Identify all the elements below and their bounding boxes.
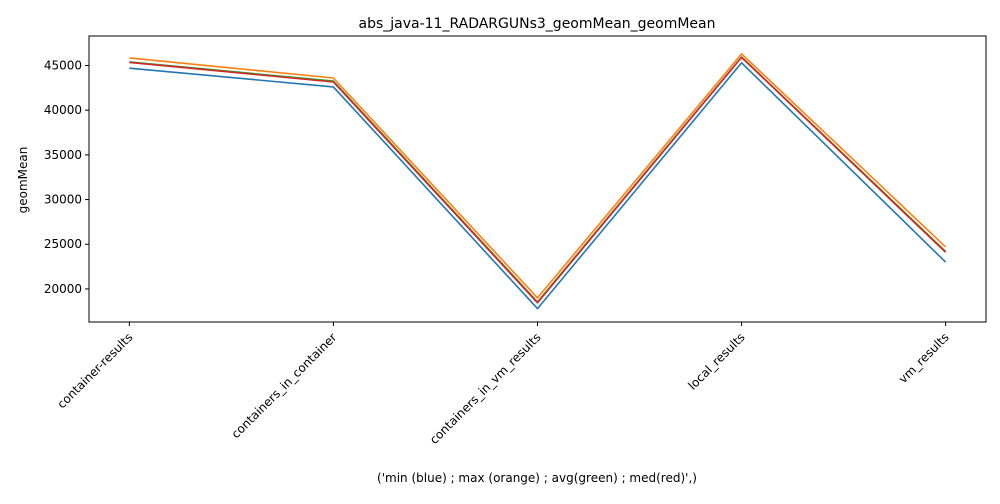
x-axis-label: ('min (blue) ; max (orange) ; avg(green)… xyxy=(377,471,697,485)
y-tick-label: 35000 xyxy=(44,148,82,162)
y-axis-label: geomMean xyxy=(16,147,30,214)
plot-area xyxy=(88,35,987,323)
x-tick-label: vm_results xyxy=(896,330,952,386)
x-tick-label: local_results xyxy=(685,330,747,392)
y-tick-label: 30000 xyxy=(44,193,82,207)
y-tick-label: 20000 xyxy=(44,282,82,296)
series-line-min xyxy=(129,61,947,310)
x-axis: container-results containers_in_container… xyxy=(54,322,952,447)
series-line-med xyxy=(129,56,947,304)
y-tick-label: 25000 xyxy=(44,237,82,251)
y-axis: 20000 25000 30000 35000 40000 45000 xyxy=(44,58,89,296)
series-line-max xyxy=(129,53,947,299)
chart-title: abs_java-11_RADARGUNs3_geomMean_geomMean xyxy=(359,16,716,32)
x-tick-label: containers_in_vm_results xyxy=(427,330,544,447)
x-tick-label: container-results xyxy=(54,330,135,411)
plot-frame xyxy=(88,35,987,323)
y-tick-label: 40000 xyxy=(44,103,82,117)
series-line-avg xyxy=(129,56,947,303)
x-tick-label: containers_in_container xyxy=(229,330,340,441)
y-tick-label: 45000 xyxy=(44,58,82,72)
